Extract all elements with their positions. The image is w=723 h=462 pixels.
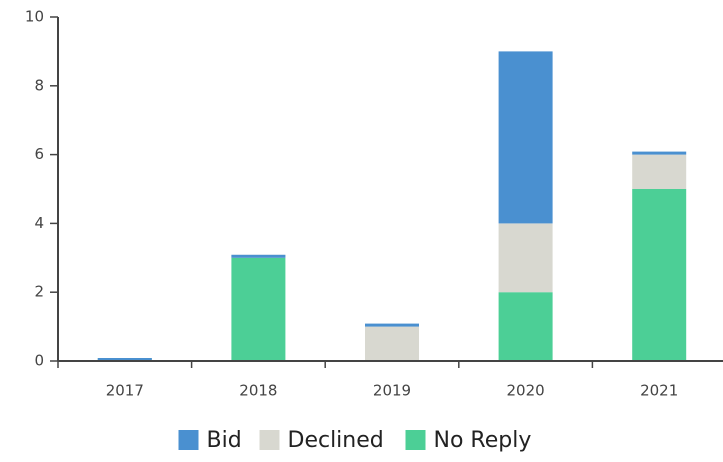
legend-label: Bid (207, 428, 242, 453)
y-tick-label: 4 (34, 214, 44, 232)
legend-swatch (405, 430, 426, 450)
bar-segment (365, 326, 419, 361)
y-tick-label: 2 (34, 283, 44, 301)
x-tick-label: 2021 (640, 382, 678, 400)
bar-segment (498, 51, 553, 224)
bar-segment (231, 254, 286, 258)
x-tick-label: 2017 (106, 382, 144, 400)
y-tick-label: 8 (34, 76, 44, 94)
bar-segment (498, 292, 553, 361)
y-tick-label: 10 (25, 8, 44, 26)
y-tick-label: 0 (34, 352, 44, 370)
bar-segment (365, 323, 419, 327)
x-tick-label: 2019 (373, 382, 411, 400)
x-tick-label: 2020 (507, 382, 545, 400)
x-tick-label: 2018 (239, 382, 277, 400)
bar-segment (632, 154, 687, 189)
bar-segment (97, 358, 152, 361)
bar-segment (498, 223, 553, 293)
legend-label: Declined (288, 428, 384, 453)
bar-segment (231, 257, 286, 361)
legend-swatch (178, 430, 199, 450)
y-tick-label: 6 (34, 145, 44, 163)
legend-swatch (259, 430, 280, 450)
bar-segment (632, 189, 687, 361)
bar-segment (632, 151, 687, 155)
legend-label: No Reply (434, 428, 532, 453)
